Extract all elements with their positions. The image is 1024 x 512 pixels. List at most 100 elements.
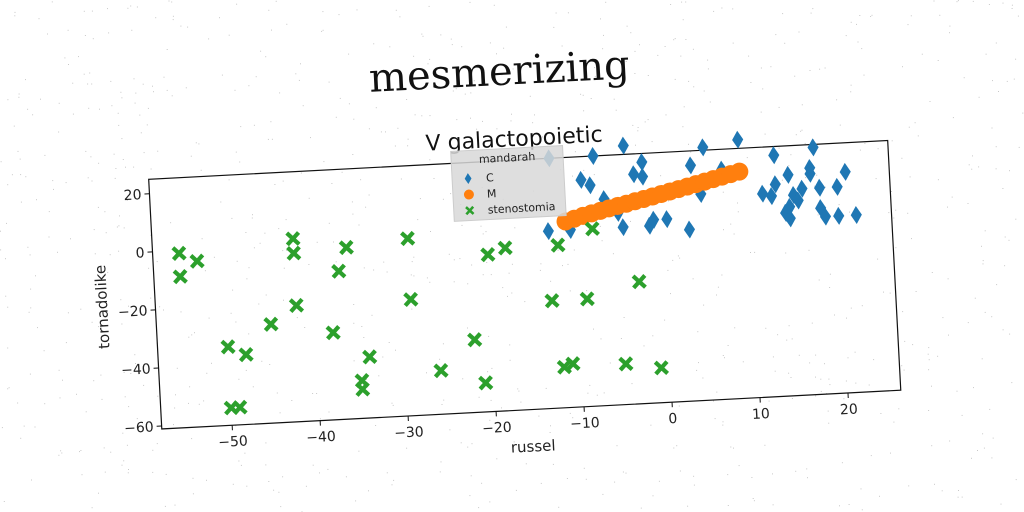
data-point: [542, 222, 554, 241]
data-point: [782, 165, 794, 184]
scatter-points: [171, 130, 862, 416]
x-tick-label: −40: [306, 429, 336, 447]
data-point: [765, 187, 778, 206]
x-tick-label: −30: [394, 424, 424, 442]
data-point: [584, 176, 596, 195]
data-point: [579, 291, 595, 307]
data-point: [839, 162, 851, 181]
data-point: [286, 245, 302, 261]
data-point: [238, 347, 254, 363]
legend-label: M: [487, 187, 497, 200]
data-point: [756, 184, 769, 203]
data-point: [171, 245, 187, 261]
data-point: [768, 146, 780, 165]
data-point: [331, 263, 347, 279]
data-point: [550, 237, 566, 253]
data-point: [833, 206, 845, 225]
legend-label: stenostomia: [487, 200, 555, 217]
series-M: [556, 162, 749, 231]
data-point: [403, 291, 419, 308]
data-point: [497, 240, 513, 256]
y-tick-label: −20: [118, 303, 148, 321]
legend-marker: [465, 205, 475, 216]
data-point: [263, 316, 279, 332]
legend-item: M: [463, 187, 497, 201]
data-point: [683, 220, 696, 239]
data-point: [796, 179, 808, 198]
x-tick-label: 0: [668, 411, 678, 427]
x-axis-label: russel: [510, 436, 556, 456]
x-tick-label: 10: [752, 406, 771, 423]
data-point: [618, 356, 634, 372]
data-point: [784, 209, 796, 228]
data-point: [478, 375, 494, 391]
data-point: [732, 130, 744, 149]
data-point: [643, 216, 656, 235]
data-point: [697, 138, 709, 157]
data-point: [587, 147, 599, 165]
data-point: [189, 253, 205, 269]
data-point: [769, 175, 781, 194]
data-point: [792, 191, 804, 210]
data-point: [355, 381, 371, 397]
data-point: [565, 356, 581, 372]
data-point: [338, 239, 354, 256]
data-point: [220, 339, 236, 355]
data-point: [467, 332, 483, 348]
data-point: [556, 359, 572, 375]
data-point: [804, 158, 816, 177]
x-axis-ticks: −50 −40 −30 −20 −10 0 10 20: [218, 392, 859, 451]
y-tick-label: −40: [121, 361, 151, 379]
data-point: [584, 221, 600, 237]
data-point: [400, 230, 416, 247]
x-tick-label: −10: [570, 415, 600, 433]
data-point: [232, 399, 248, 415]
data-point: [814, 178, 826, 197]
data-point: [433, 363, 449, 379]
legend-marker: [463, 189, 474, 200]
data-point: [325, 325, 341, 341]
y-tick-label: 20: [123, 187, 142, 204]
data-point: [831, 177, 843, 196]
data-point: [575, 170, 587, 189]
data-point: [617, 218, 629, 237]
y-tick-label: 0: [135, 245, 145, 261]
data-point: [480, 247, 496, 263]
data-point: [544, 293, 560, 309]
data-point: [684, 156, 697, 175]
x-tick-label: 20: [840, 401, 859, 418]
data-point: [636, 167, 649, 186]
legend-title: mandarah: [479, 150, 536, 166]
chart-suptitle: mesmerizing: [368, 42, 631, 102]
data-point: [362, 349, 378, 365]
series-stenostomia: [171, 221, 670, 416]
data-point: [807, 138, 819, 157]
data-point: [628, 165, 640, 184]
x-tick-label: −20: [482, 420, 512, 438]
data-point: [819, 207, 832, 226]
data-point: [285, 231, 301, 247]
legend-item: stenostomia: [465, 200, 556, 217]
y-axis-label: tornadolike: [91, 264, 113, 349]
legend-item: C: [464, 171, 495, 185]
y-tick-label: −60: [124, 419, 154, 437]
legend-box: [450, 145, 567, 222]
data-point: [850, 205, 862, 224]
plot-area: V galactopoietic −50 −40 −30 −20 −10 0 10 20 −6…: [91, 122, 902, 457]
data-point: [617, 136, 629, 155]
legend-label: C: [486, 171, 495, 184]
data-point: [288, 297, 305, 314]
x-tick-label: −50: [218, 433, 248, 451]
data-point: [661, 210, 673, 229]
data-point: [730, 162, 749, 181]
data-point: [653, 360, 670, 376]
legend-marker: [464, 173, 472, 185]
y-axis-ticks: −60 −40 −20 0 20: [118, 187, 162, 437]
data-point: [648, 210, 660, 229]
data-point: [631, 274, 647, 290]
data-point: [172, 269, 188, 285]
data-point: [636, 153, 648, 172]
